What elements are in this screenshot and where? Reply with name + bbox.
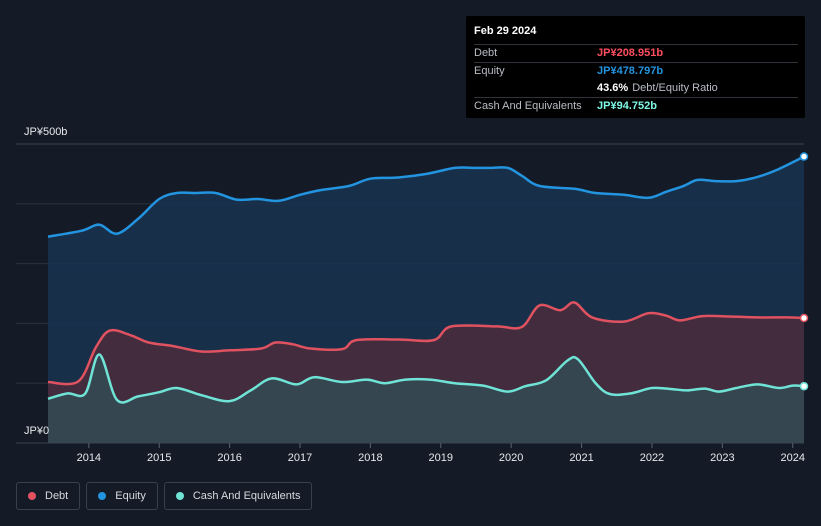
legend-item-equity[interactable]: Equity <box>86 482 158 510</box>
x-tick-label: 2018 <box>358 452 382 464</box>
y-label-bottom: JP¥0 <box>24 425 49 437</box>
tooltip-equity-value: JP¥478.797b <box>597 65 664 77</box>
end-marker-cash-and-equivalents <box>799 381 809 391</box>
x-tick-label: 2015 <box>147 452 171 464</box>
tooltip-label: Debt <box>474 47 498 59</box>
y-label-top: JP¥500b <box>24 126 67 138</box>
x-tick-label: 2016 <box>217 452 241 464</box>
tooltip-cash-value: JP¥94.752b <box>597 100 657 112</box>
tooltip-label: Equity <box>474 65 505 77</box>
series-areas <box>48 156 804 443</box>
tooltip-row-cash: Cash And Equivalents JP¥94.752b <box>474 97 798 115</box>
legend-label: Debt <box>45 490 69 502</box>
series-lines <box>47 155 805 404</box>
x-tick-label: 2014 <box>77 452 101 464</box>
line-debt <box>47 301 805 386</box>
end-marker-equity <box>799 152 809 161</box>
tooltip-label <box>474 80 597 97</box>
legend-label: Cash And Equivalents <box>192 490 301 502</box>
area-cash-and-equivalents <box>48 354 804 443</box>
cash-dot-icon <box>175 492 184 500</box>
x-tick-label: 2023 <box>710 452 734 464</box>
tooltip-row-debt: Debt JP¥208.951b <box>474 44 798 62</box>
legend-item-cash[interactable]: Cash And Equivalents <box>163 482 313 510</box>
x-tick-label: 2019 <box>429 452 453 464</box>
x-tick-label: 2020 <box>499 452 523 464</box>
legend-item-debt[interactable]: Debt <box>16 482 81 510</box>
legend-label: Equity <box>115 490 146 502</box>
tooltip-ratio-label: Debt/Equity Ratio <box>632 82 718 94</box>
x-tick-label: 2024 <box>780 452 804 464</box>
tooltip-date: Feb 29 2024 <box>474 25 537 37</box>
legend: Debt Equity Cash And Equivalents <box>16 482 313 510</box>
tooltip-row-ratio: 43.6% Debt/Equity Ratio <box>474 80 798 97</box>
x-tick-label: 2017 <box>288 452 312 464</box>
line-cash-and-equivalents <box>47 353 805 404</box>
tooltip-label: Cash And Equivalents <box>474 100 582 112</box>
tooltip-panel: Feb 29 2024 Debt JP¥208.951b Equity JP¥4… <box>466 16 805 118</box>
equity-dot-icon <box>98 492 107 500</box>
line-equity <box>47 155 805 238</box>
debt-dot-icon <box>28 492 36 500</box>
tooltip-ratio-value: 43.6% <box>597 82 629 94</box>
x-tick-label: 2022 <box>640 452 664 464</box>
end-marker-debt <box>799 313 809 323</box>
end-markers <box>799 152 809 391</box>
x-axis-ticks: 2014 2015 2016 2017 2018 2019 2020 2021 2022 2023… <box>77 443 805 464</box>
tooltip-row-equity: Equity JP¥478.797b <box>474 62 798 80</box>
x-tick-label: 2021 <box>569 452 593 464</box>
tooltip-debt-value: JP¥208.951b <box>597 47 664 59</box>
